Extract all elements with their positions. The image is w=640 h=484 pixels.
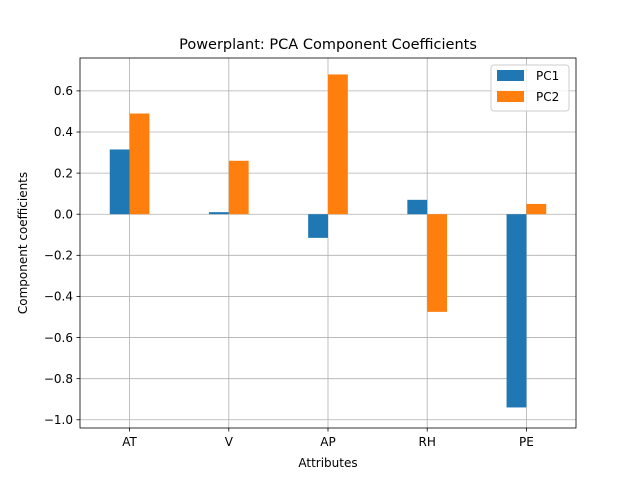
bar-pc2-ap bbox=[328, 74, 348, 215]
bars bbox=[109, 74, 547, 408]
bar-pc1-rh bbox=[407, 199, 428, 215]
legend-label-pc1: PC1 bbox=[536, 69, 559, 83]
legend: PC1 PC2 bbox=[490, 64, 570, 112]
x-tick-label: V bbox=[225, 435, 234, 449]
axis-ticks: −1.0 −0.8 −0.6 −0.4 −0.2 0.0 0.2 0.4 0.6 AT V AP RH P… bbox=[44, 84, 534, 449]
y-axis-label: Component coefficients bbox=[16, 172, 30, 314]
x-tick-label: RH bbox=[419, 435, 436, 449]
chart-title: Powerplant: PCA Component Coefficients bbox=[179, 37, 477, 53]
y-tick-label: −0.8 bbox=[44, 372, 73, 386]
bar-pc1-pe bbox=[506, 214, 527, 408]
y-tick-label: 0.0 bbox=[54, 207, 73, 221]
y-tick-label: −1.0 bbox=[44, 413, 73, 427]
y-tick-label: 0.6 bbox=[54, 84, 73, 98]
bar-pc1-at bbox=[109, 149, 130, 215]
legend-swatch-pc2 bbox=[497, 91, 524, 102]
legend-label-pc2: PC2 bbox=[536, 90, 559, 104]
x-axis-label: Attributes bbox=[298, 456, 357, 470]
bar-pc2-v bbox=[228, 160, 249, 215]
bar-pc2-rh bbox=[427, 214, 448, 312]
y-tick-label: 0.2 bbox=[54, 166, 73, 180]
x-tick-label: AP bbox=[320, 435, 335, 449]
y-tick-label: 0.4 bbox=[54, 125, 73, 139]
bar-pc1-ap bbox=[308, 214, 328, 238]
bar-pc2-pe bbox=[526, 203, 547, 215]
x-tick-label: AT bbox=[122, 435, 137, 449]
x-tick-label: PE bbox=[519, 435, 534, 449]
legend-swatch-pc1 bbox=[497, 70, 524, 81]
y-tick-label: −0.2 bbox=[44, 249, 73, 263]
bar-pc2-at bbox=[129, 113, 150, 215]
y-tick-label: −0.4 bbox=[44, 290, 73, 304]
y-tick-label: −0.6 bbox=[44, 331, 73, 345]
bar-pc1-v bbox=[208, 212, 229, 215]
